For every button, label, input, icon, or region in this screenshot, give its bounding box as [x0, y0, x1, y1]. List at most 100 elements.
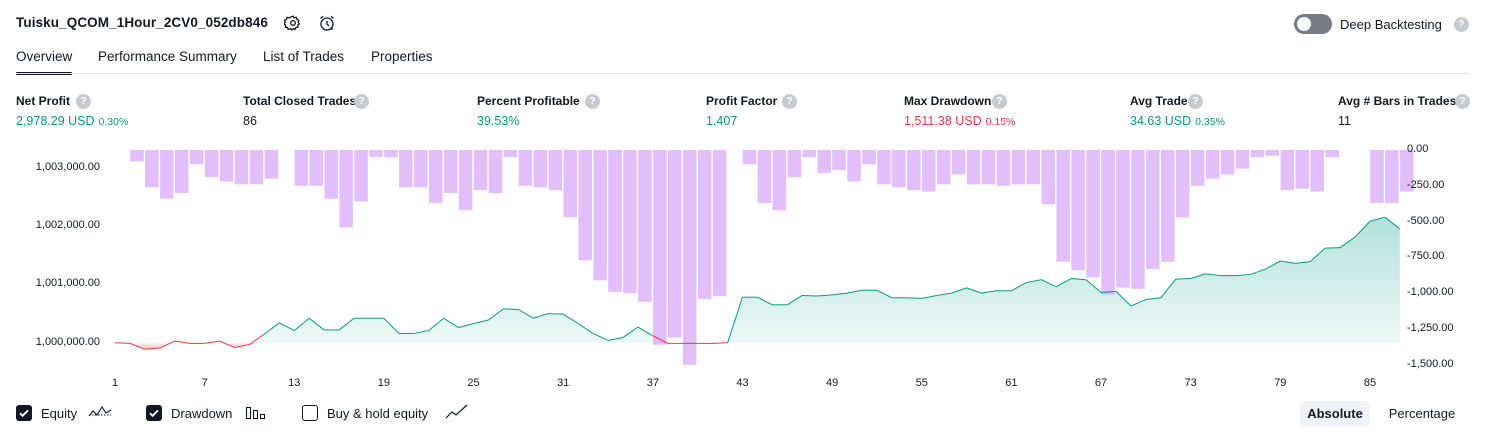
metric-label: Net Profit [16, 94, 70, 108]
equity-line-segment [338, 317, 355, 331]
equity-line-segment [1011, 282, 1027, 292]
percentage-button[interactable]: Percentage [1388, 406, 1456, 421]
drawdown-bar [399, 150, 413, 188]
drawdown-bar [892, 150, 906, 188]
drawdown-bar [458, 150, 473, 211]
strategy-title: Tuisku_QCOM_1Hour_2CV0_052db846 [16, 15, 268, 30]
equity-negative-fill [115, 342, 1400, 350]
settings-gear-icon[interactable] [283, 14, 302, 32]
drawdown-bar [832, 150, 846, 171]
equity-line-segment [1235, 273, 1251, 277]
equity-line-segment [428, 317, 444, 331]
equity-line-segment [159, 340, 175, 349]
equity-axis-tick: 1,002,000.00 [35, 218, 100, 231]
equity-line-segment [1205, 273, 1221, 277]
equity-line-segment [652, 335, 669, 344]
drawdown-axis-tick: -1,250.00 [1407, 322, 1454, 335]
drawdown-bar [1056, 150, 1070, 262]
equity-axis-tick: 1,000,000.00 [35, 335, 100, 348]
drawdown-bar [638, 150, 652, 302]
equity-line-segment [592, 332, 609, 341]
x-axis-tick: 85 [1363, 377, 1377, 389]
equity-line-segment [1369, 216, 1386, 222]
x-axis-tick: 43 [736, 377, 749, 389]
metric-help-icon[interactable]: ? [76, 94, 91, 109]
x-axis-tick: 67 [1094, 377, 1108, 389]
metric-help-icon[interactable]: ? [1455, 94, 1470, 109]
drawdown-bar [1071, 150, 1085, 271]
equity-line-segment [981, 290, 997, 294]
equity-line-segment [1339, 236, 1356, 248]
drawdown-bar [668, 150, 682, 338]
drawdown-bar [1131, 150, 1145, 289]
drawdown-bar [623, 150, 637, 294]
equity-line-segment [1071, 278, 1087, 281]
metric-value: 34.63 USD [1130, 114, 1192, 128]
drawdown-bar [503, 150, 518, 158]
tab-properties[interactable]: Properties [371, 49, 433, 64]
equity-line-segment [1354, 220, 1371, 238]
drawdown-axis-tick: 0.00 [1407, 143, 1429, 155]
metric-percent: 0.35% [1195, 116, 1225, 128]
metric-help-icon[interactable]: ? [585, 94, 600, 109]
equity-line-segment [264, 322, 280, 335]
equity-line-segment [622, 326, 639, 338]
drawdown-bar [1190, 150, 1205, 186]
absolute-button[interactable]: Absolute [1300, 401, 1370, 427]
metric-help-icon[interactable]: ? [992, 94, 1007, 109]
drawdown-bar [862, 150, 876, 165]
deep-backtesting-toggle[interactable] [1294, 14, 1332, 34]
equity-checkbox[interactable] [16, 405, 32, 421]
equity-line-segment [533, 313, 549, 319]
equity-line-segment [1055, 278, 1072, 288]
drawdown-bar [1280, 150, 1295, 191]
metric-help-icon[interactable]: ? [354, 94, 369, 109]
tab-overview[interactable]: Overview [16, 49, 73, 75]
equity-line-segment [577, 323, 594, 334]
equity-line-segment [308, 317, 325, 331]
drawdown-bar [1400, 150, 1414, 192]
tabs-divider [16, 73, 1470, 74]
metric-value-row: 39.53% [477, 114, 519, 128]
drawdown-bar [324, 150, 338, 199]
metric-percent: 0.15% [985, 116, 1016, 128]
drawdown-bar [1310, 150, 1324, 192]
help-icon[interactable]: ? [1454, 17, 1469, 32]
drawdown-bar [951, 150, 966, 175]
drawdown-bar [219, 150, 234, 182]
equity-line-segment [1384, 216, 1401, 230]
drawdown-bar [682, 150, 697, 365]
equity-line-segment [802, 294, 818, 297]
equity-line-segment [1085, 279, 1102, 293]
alarm-clock-icon[interactable] [318, 14, 336, 32]
equity-legend-label: Equity [41, 406, 78, 421]
drawdown-bar [160, 150, 174, 199]
drawdown-bar [578, 150, 592, 261]
drawdown-bar [936, 150, 951, 185]
equity-line-segment [1309, 247, 1326, 262]
equity-line-segment [518, 309, 534, 319]
buy-hold-checkbox[interactable] [302, 405, 318, 421]
drawdown-bar [414, 150, 428, 188]
metric-help-icon[interactable]: ? [782, 94, 797, 109]
metric-help-icon[interactable]: ? [1188, 94, 1203, 109]
equity-line-segment [1160, 278, 1177, 299]
equity-line-segment [951, 287, 967, 294]
drawdown-bar [145, 150, 159, 188]
drawdown-bar [1146, 150, 1160, 269]
drawdown-bar [488, 150, 503, 193]
drawdown-bar [563, 150, 577, 218]
drawdown-checkbox[interactable] [146, 405, 162, 421]
equity-line-segment [1175, 278, 1191, 280]
x-axis-tick: 49 [825, 377, 839, 389]
drawdown-bar [847, 150, 861, 182]
drawdown-bar [1026, 150, 1041, 185]
equity-line-segment [249, 333, 265, 345]
metric-value: 1.407 [706, 114, 738, 128]
equity-line-segment [1115, 291, 1132, 307]
tab-performance-summary[interactable]: Performance Summary [98, 49, 237, 64]
drawdown-bar [802, 150, 817, 158]
tab-list-of-trades[interactable]: List of Trades [263, 49, 345, 64]
drawdown-bar [907, 150, 921, 191]
equity-line-segment [1101, 290, 1117, 294]
